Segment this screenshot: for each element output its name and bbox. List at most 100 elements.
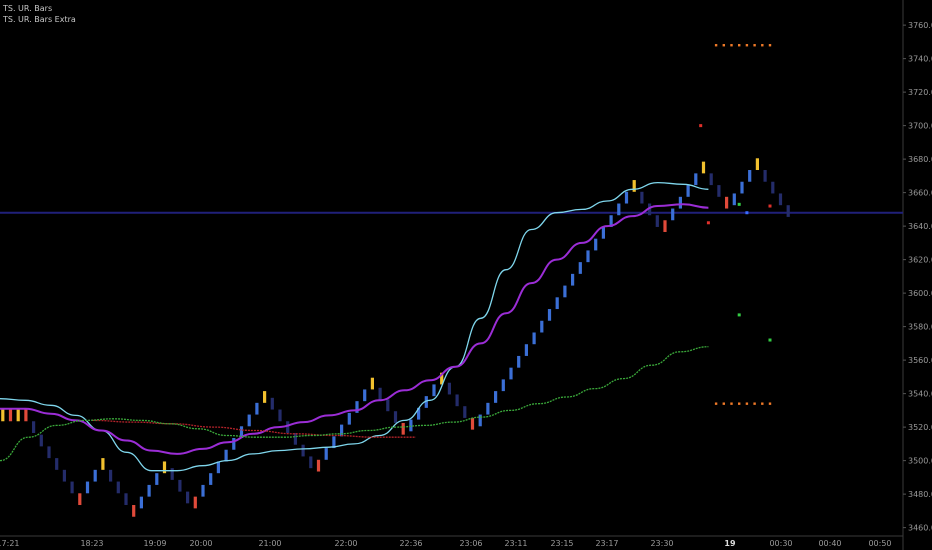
x-tick-label: 23:17 (595, 539, 618, 548)
x-tick-label: 22:36 (399, 539, 422, 548)
renko-bar (270, 397, 274, 410)
signal-marker (768, 338, 772, 342)
renko-bar (293, 432, 297, 445)
renko-bar (232, 438, 236, 450)
renko-bar (648, 203, 652, 216)
y-tick-label: 3520.0 (908, 423, 932, 432)
y-tick-label: 3760.0 (908, 21, 932, 30)
x-tick-label: 00:30 (769, 539, 792, 548)
renko-bar (162, 461, 167, 474)
orange-dot (738, 44, 741, 47)
orange-dot (738, 402, 741, 405)
renko-bar (378, 387, 382, 400)
renko-bar (517, 355, 521, 368)
x-tick-label: 18:23 (80, 539, 103, 548)
renko-bar (8, 409, 13, 422)
renko-bar (571, 273, 575, 286)
y-tick-label: 3720.0 (908, 88, 932, 97)
renko-bar (678, 196, 682, 209)
orange-dot (730, 44, 733, 47)
renko-bar (470, 417, 475, 430)
y-tick-label: 3700.0 (908, 122, 932, 131)
renko-bar (332, 436, 336, 449)
renko-bar (778, 193, 783, 206)
renko-bar (401, 422, 405, 435)
orange-dot (730, 402, 733, 405)
renko-bar (47, 446, 51, 459)
renko-bar (501, 379, 505, 392)
renko-bar (694, 173, 698, 186)
renko-bar (178, 479, 182, 492)
y-tick-label: 3740.0 (908, 55, 932, 64)
renko-bar (301, 444, 305, 457)
renko-bar (193, 496, 197, 509)
renko-bar (62, 469, 66, 482)
renko-bar (563, 285, 567, 298)
renko-bar (725, 196, 729, 209)
renko-bar (732, 193, 736, 206)
orange-dot (722, 44, 725, 47)
renko-bar (16, 409, 20, 422)
orange-dot (714, 44, 718, 47)
orange-dot (714, 402, 718, 405)
renko-bar (247, 414, 251, 427)
renko-bar (255, 402, 259, 415)
signal-marker (768, 204, 772, 208)
renko-bar (586, 250, 590, 263)
x-tick-label: 19:09 (143, 539, 166, 548)
y-tick-label: 3500.0 (908, 457, 932, 466)
renko-bar (447, 382, 451, 395)
renko-bar (32, 421, 36, 433)
renko-bar (70, 481, 74, 494)
renko-bar (370, 377, 374, 390)
renko-bar (440, 372, 444, 385)
renko-bar (116, 481, 120, 494)
y-tick-label: 3620.0 (908, 256, 932, 265)
moving-average-green (0, 346, 709, 462)
y-tick-label: 3580.0 (908, 323, 932, 332)
renko-bar (424, 396, 428, 408)
x-tick-label: 00:50 (868, 539, 891, 548)
renko-bar (748, 170, 752, 182)
renko-bar (363, 389, 367, 402)
renko-bar (432, 384, 436, 397)
moving-average-purple (0, 203, 709, 455)
renko-bar (132, 505, 136, 517)
x-tick-label: 17:21 (0, 539, 20, 548)
renko-bar (124, 493, 128, 506)
renko-bar (632, 180, 636, 192)
renko-bar (671, 208, 675, 221)
renko-bar (555, 297, 559, 310)
renko-bar (286, 421, 290, 433)
renko-bar (686, 185, 690, 197)
signal-marker (745, 211, 749, 215)
renko-bar (139, 496, 143, 509)
renko-bar (655, 215, 659, 227)
renko-bar (763, 170, 767, 182)
orange-dot (753, 44, 756, 47)
renko-bar (1, 409, 5, 422)
renko-bar (39, 434, 43, 447)
renko-bar (239, 426, 244, 439)
orange-dot (722, 402, 725, 405)
moving-average-cyan (0, 181, 709, 472)
renko-bar (109, 469, 113, 482)
renko-bar (478, 414, 482, 427)
x-tick-label: 22:00 (334, 539, 357, 548)
x-tick-label: 23:15 (550, 539, 573, 548)
renko-bar (170, 468, 174, 480)
renko-bar (316, 459, 321, 472)
renko-bar (263, 391, 267, 403)
renko-bar (209, 473, 213, 485)
orange-dot (761, 44, 764, 47)
renko-bar (624, 191, 629, 204)
y-tick-label: 3480.0 (908, 490, 932, 499)
renko-bar (532, 332, 536, 345)
renko-bar (540, 320, 544, 333)
renko-bar (524, 344, 528, 356)
renko-bar (85, 481, 90, 494)
x-tick-label: 23:30 (650, 539, 673, 548)
x-tick-label: 19 (724, 539, 736, 548)
renko-bar (755, 158, 759, 171)
